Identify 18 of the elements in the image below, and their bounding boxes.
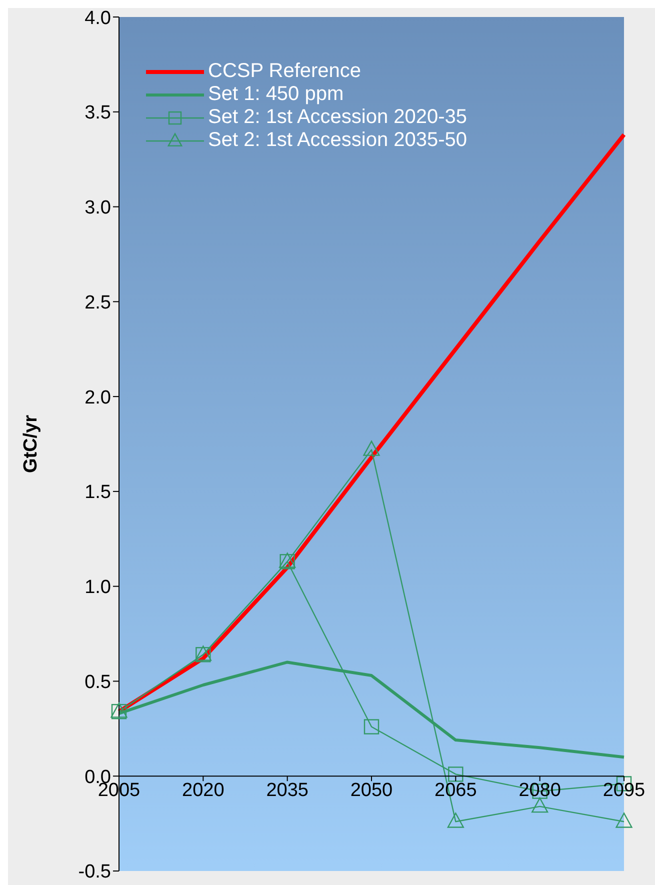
y-tick-label: -0.5 bbox=[78, 862, 111, 883]
x-tick-label: 2020 bbox=[182, 780, 224, 802]
y-tick-label: 2.0 bbox=[84, 387, 111, 408]
y-tick-label: 2.5 bbox=[84, 292, 111, 314]
x-tick-label: 2035 bbox=[266, 780, 308, 802]
y-tick-label: 1.5 bbox=[84, 482, 111, 504]
legend-label: CCSP Reference bbox=[208, 60, 362, 83]
y-tick-label: 0.5 bbox=[84, 672, 111, 693]
legend-label: Set 1: 450 ppm bbox=[208, 83, 344, 106]
y-tick-label: 1.0 bbox=[84, 577, 111, 598]
y-axis-title: GtC/yr bbox=[20, 414, 42, 474]
y-tick-label: 3.0 bbox=[84, 198, 111, 219]
legend-label: Set 2: 1st Accession 2035-50 bbox=[208, 129, 468, 152]
legend-label: Set 2: 1st Accession 2020-35 bbox=[208, 106, 468, 129]
x-tick-label: 2050 bbox=[350, 780, 393, 802]
x-tick-label: 2095 bbox=[602, 780, 646, 802]
y-tick-label: 3.5 bbox=[84, 102, 111, 124]
y-tick-label: 4.0 bbox=[84, 8, 111, 29]
